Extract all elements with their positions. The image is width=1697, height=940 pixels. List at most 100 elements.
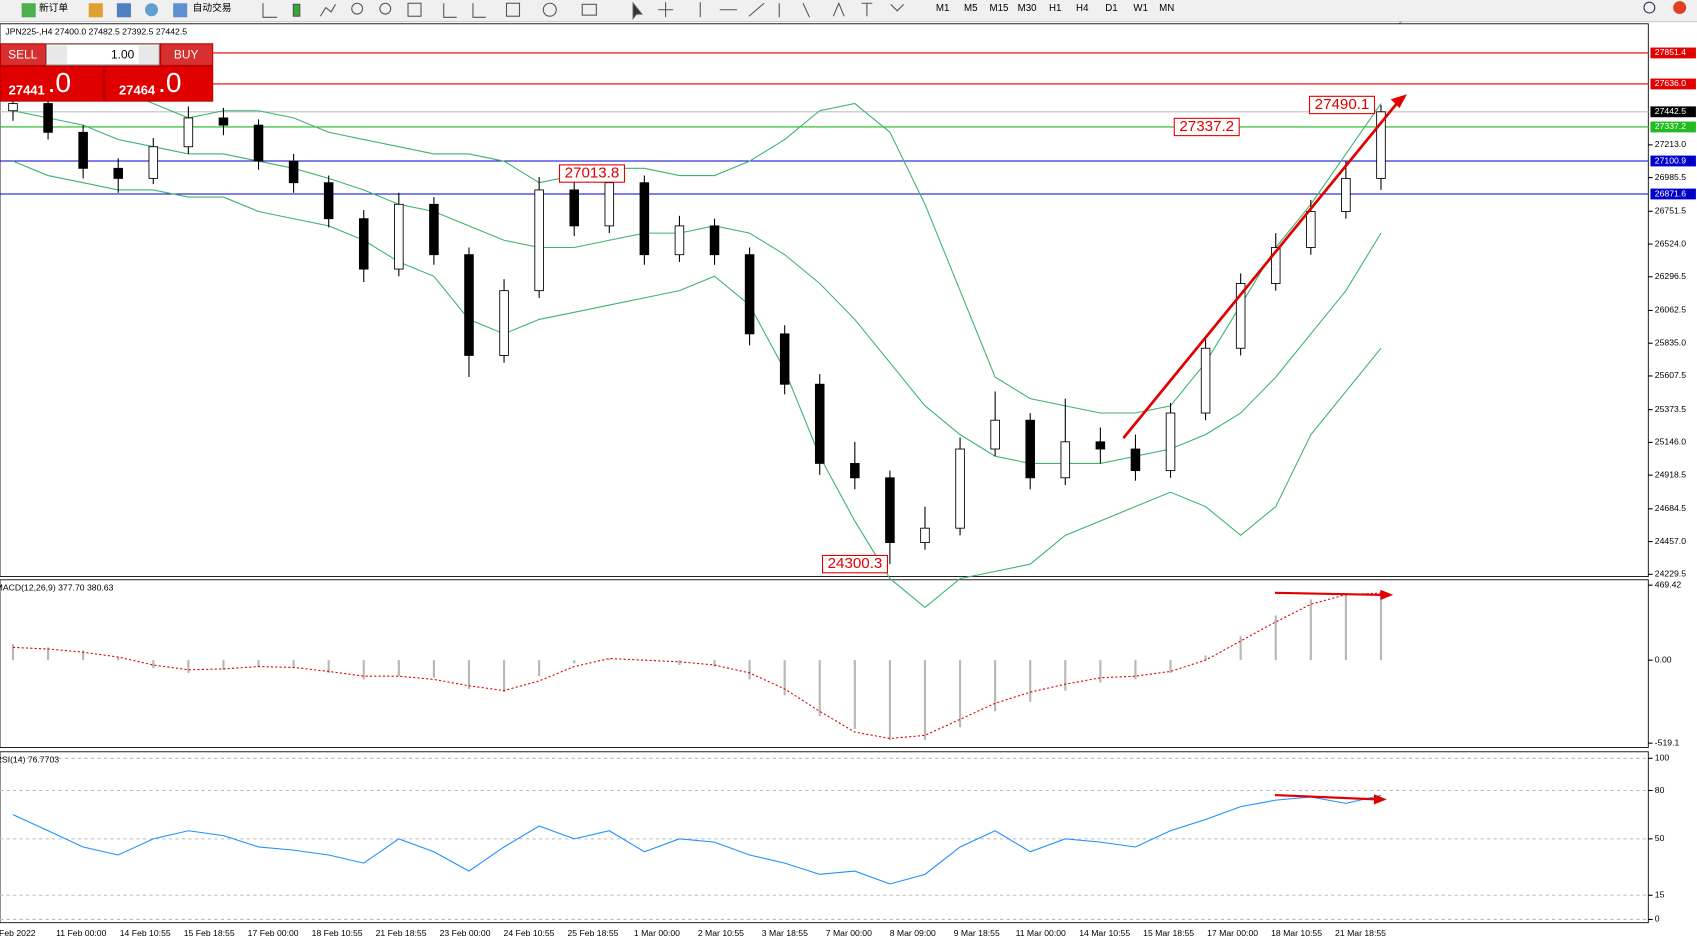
buy-label[interactable]: BUY: [174, 47, 199, 61]
notification-icon[interactable]: [1673, 1, 1687, 15]
draw-icon[interactable]: [699, 2, 811, 18]
trend-arrows: [1122, 94, 1407, 805]
tool-icon[interactable]: [505, 2, 521, 17]
divergence-arrow: [1274, 591, 1384, 597]
candle-body: [8, 103, 18, 112]
timeframe-button[interactable]: MN: [1159, 3, 1174, 14]
macd-bar: [292, 660, 295, 669]
sell-label[interactable]: SELL: [8, 47, 37, 61]
new-order-icon[interactable]: [21, 3, 36, 18]
toolbar-icon[interactable]: [145, 3, 159, 17]
buy-button[interactable]: [161, 44, 213, 65]
y-tick-label: 80: [1655, 785, 1665, 795]
candle-body: [288, 160, 299, 184]
macd-bar: [1204, 655, 1207, 661]
toolbar: [0, 0, 1697, 22]
tool-icon[interactable]: [581, 3, 597, 16]
x-tick-label: 17 Mar 00:00: [1207, 928, 1258, 938]
candle-body: [920, 527, 930, 544]
candle-body: [1095, 441, 1106, 450]
candle-body: [429, 203, 439, 256]
price-annotation-box: [1173, 117, 1240, 137]
crosshair-icon[interactable]: [658, 2, 674, 18]
zoom-in-icon[interactable]: [351, 2, 364, 15]
tool-icon[interactable]: [292, 3, 301, 17]
price-annotation: 27490.1: [1315, 96, 1370, 113]
lot-up[interactable]: [138, 45, 159, 64]
auto-trading-icon[interactable]: [173, 3, 188, 18]
macd-bar: [397, 660, 400, 677]
timeframe-button[interactable]: M1: [936, 3, 950, 14]
y-tick-label: 24684.5: [1655, 503, 1686, 513]
tool-icon[interactable]: [443, 3, 457, 18]
trade-panel: SELL 1.00 BUY 27441 .0 27464 .0: [0, 43, 214, 102]
price-annotation-box: [558, 164, 626, 183]
timeframe-button[interactable]: H1: [1049, 3, 1061, 14]
candle-body: [1235, 283, 1246, 349]
candle-body: [534, 189, 544, 292]
tool-icon[interactable]: [262, 3, 278, 18]
timeframe-button[interactable]: M30: [1018, 3, 1038, 14]
auto-trading-button[interactable]: 自动交易: [193, 1, 232, 14]
macd-bar: [1169, 660, 1172, 673]
macd-bar: [117, 656, 120, 661]
new-order-button[interactable]: 新订单: [39, 1, 68, 14]
bid-box[interactable]: [1, 67, 103, 101]
sell-button[interactable]: [1, 44, 46, 65]
cursor-icon[interactable]: [632, 1, 643, 21]
draw-icon[interactable]: [832, 1, 905, 17]
price-level-tag: [1650, 188, 1696, 200]
x-tick-label: 23 Feb 00:00: [440, 928, 491, 938]
candle-body: [744, 254, 755, 335]
macd-bar: [1099, 660, 1102, 683]
tool-icon[interactable]: [319, 4, 336, 17]
candle-body: [1165, 412, 1176, 472]
candle-body: [43, 103, 53, 133]
x-tick-label: 8 Mar 09:00: [890, 928, 936, 938]
toolbar-icon[interactable]: [116, 3, 131, 18]
timeframe-button[interactable]: M5: [964, 3, 978, 14]
timeframe-button[interactable]: H4: [1076, 3, 1089, 14]
macd-bar: [152, 660, 155, 669]
lot-down[interactable]: [47, 45, 68, 64]
zoom-out-icon[interactable]: [379, 2, 392, 15]
timeframe-button[interactable]: W1: [1133, 3, 1148, 14]
macd-bar: [1309, 599, 1312, 661]
x-tick-label: 7 Mar 00:00: [826, 928, 872, 938]
bollinger-middle: [12, 110, 1382, 464]
x-tick-label: 24 Feb 10:55: [504, 928, 555, 938]
y-tick-label: 24457.0: [1655, 536, 1686, 546]
price-annotation: 27013.8: [565, 165, 620, 182]
timeframe-button[interactable]: M15: [989, 3, 1008, 14]
macd-bar: [257, 660, 260, 667]
macd-bar: [502, 660, 506, 693]
price-level-label: 27337.2: [1655, 121, 1686, 131]
symbol-info: JPN225-,H4 27400.0 27482.5 27392.5 27442…: [5, 27, 187, 37]
price-annotation: 27337.2: [1179, 118, 1234, 135]
toolbar-icon[interactable]: [88, 3, 103, 18]
search-icon[interactable]: [1643, 1, 1656, 14]
macd-bar: [853, 660, 856, 729]
macd-bar: [573, 660, 576, 664]
macd-bar: [1344, 593, 1347, 661]
price-annotation: 24300.3: [828, 555, 883, 572]
candle-body: [990, 419, 1000, 450]
y-tick-label: 469.42: [1655, 579, 1682, 589]
macd-bar: [1134, 660, 1137, 680]
tool-icon[interactable]: [542, 2, 557, 17]
candle-body: [218, 117, 229, 126]
ask-box[interactable]: [106, 67, 213, 101]
x-tick-label: 3 Mar 18:55: [762, 928, 808, 938]
macd-bar: [467, 660, 471, 689]
macd-bar: [994, 660, 997, 712]
lot-input[interactable]: [45, 43, 160, 66]
x-tick-label: 15 Mar 18:55: [1143, 928, 1194, 938]
timeframe-button[interactable]: D1: [1105, 3, 1117, 14]
candle-body: [674, 225, 685, 256]
candle-body: [464, 254, 474, 356]
tool-icon[interactable]: [472, 3, 486, 18]
lot-value[interactable]: 1.00: [111, 47, 135, 61]
tool-icon[interactable]: [407, 2, 422, 17]
y-tick-label: 26062.5: [1655, 305, 1686, 315]
